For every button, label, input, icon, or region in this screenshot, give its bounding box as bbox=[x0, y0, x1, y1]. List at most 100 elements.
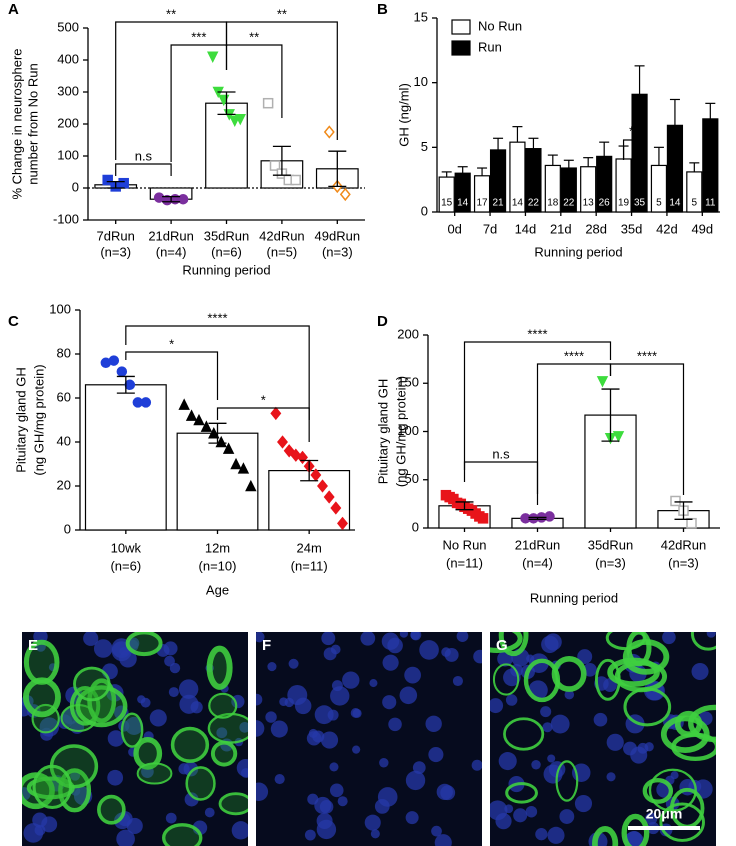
y-axis-label: Pituitary gland GH bbox=[13, 367, 28, 473]
panel-label: D bbox=[377, 313, 388, 330]
cell-stain bbox=[22, 677, 61, 718]
panel-label: G bbox=[496, 637, 508, 654]
nucleus bbox=[126, 817, 143, 835]
y-tick-label: 100 bbox=[57, 147, 79, 162]
bracket bbox=[225, 21, 338, 140]
cell-stain bbox=[523, 658, 561, 703]
cell-stain bbox=[75, 685, 128, 728]
nucleus bbox=[165, 812, 177, 824]
nucleus bbox=[83, 632, 99, 646]
count-label: 22 bbox=[563, 198, 575, 209]
nucleus bbox=[441, 647, 451, 657]
nucleus bbox=[525, 805, 538, 818]
y-tick-label: 150 bbox=[397, 375, 419, 390]
x-tick-label: 10wk bbox=[111, 540, 142, 555]
nucleus bbox=[256, 720, 265, 737]
nucleus bbox=[304, 829, 316, 841]
cell-stain bbox=[688, 704, 716, 743]
nucleus bbox=[329, 762, 339, 772]
nucleus bbox=[382, 654, 399, 671]
cell-stain bbox=[648, 768, 697, 812]
nucleus bbox=[231, 821, 248, 840]
x-tick-label: 35dRun bbox=[588, 537, 634, 552]
nucleus bbox=[382, 695, 397, 710]
nucleus bbox=[323, 647, 337, 661]
bracket bbox=[125, 325, 310, 420]
error-bar bbox=[457, 166, 468, 174]
y-tick-label: 60 bbox=[57, 389, 71, 404]
bracket bbox=[115, 163, 172, 176]
cell-stain bbox=[490, 632, 523, 653]
data-point bbox=[116, 366, 128, 377]
nucleus bbox=[240, 768, 248, 778]
data-point bbox=[596, 376, 609, 388]
nucleus bbox=[623, 741, 637, 756]
legend-swatch bbox=[451, 19, 471, 35]
data-point bbox=[207, 51, 219, 63]
bracket bbox=[463, 341, 612, 470]
nucleus bbox=[288, 658, 299, 669]
nucleus bbox=[239, 721, 248, 733]
sample-size: (n=6) bbox=[211, 244, 242, 259]
count-label: 15 bbox=[441, 198, 453, 209]
x-tick-label: 14d bbox=[515, 221, 537, 236]
panel-label: A bbox=[8, 1, 19, 18]
nucleus bbox=[342, 671, 360, 689]
cell-stain bbox=[503, 717, 545, 751]
bracket bbox=[463, 461, 539, 494]
error-bar bbox=[674, 501, 693, 520]
nucleus bbox=[645, 812, 658, 825]
bar bbox=[686, 171, 703, 213]
data-point bbox=[337, 516, 348, 531]
x-tick-label: 12m bbox=[205, 540, 230, 555]
count-label: 14 bbox=[512, 198, 524, 209]
bar bbox=[438, 176, 455, 213]
nucleus bbox=[125, 716, 144, 735]
data-point bbox=[262, 97, 274, 109]
legend-label: Run bbox=[478, 39, 502, 54]
nucleus bbox=[116, 829, 135, 846]
error-bar bbox=[547, 154, 558, 166]
bracket bbox=[225, 44, 283, 118]
y-tick-label: 40 bbox=[57, 433, 71, 448]
count-label: 14 bbox=[457, 198, 469, 209]
nucleus bbox=[314, 705, 334, 725]
significance: **** bbox=[637, 348, 657, 363]
cell-stain bbox=[659, 802, 705, 842]
error-bar bbox=[208, 422, 227, 444]
cell-stain bbox=[592, 826, 619, 846]
nucleus bbox=[168, 687, 179, 698]
nucleus bbox=[405, 811, 419, 825]
y-tick-label: 80 bbox=[57, 345, 71, 360]
nucleus bbox=[256, 693, 263, 706]
nucleus bbox=[505, 694, 518, 706]
x-tick-label: 0d bbox=[447, 221, 461, 236]
nucleus bbox=[267, 661, 277, 672]
nucleus bbox=[434, 834, 452, 846]
cell-stain bbox=[32, 764, 73, 810]
nucleus bbox=[691, 662, 709, 681]
cell-stain bbox=[170, 726, 210, 763]
error-bar bbox=[217, 91, 236, 116]
cell-stain bbox=[207, 712, 248, 744]
micrograph bbox=[256, 632, 482, 846]
significance: n.s bbox=[492, 446, 510, 461]
data-point bbox=[544, 511, 555, 522]
error-bar bbox=[106, 180, 125, 189]
micrograph bbox=[22, 632, 248, 846]
cell-stain bbox=[206, 645, 233, 690]
nucleus bbox=[547, 826, 565, 844]
y-axis-label: Pituitary gland GH bbox=[375, 379, 390, 485]
significance: * bbox=[169, 336, 174, 351]
cell-stain bbox=[551, 655, 587, 692]
y-tick-label: 10 bbox=[414, 74, 428, 89]
nucleus bbox=[625, 830, 643, 846]
data-point bbox=[177, 193, 189, 205]
y-tick-label: -100 bbox=[53, 211, 79, 226]
nucleus bbox=[564, 689, 575, 700]
x-tick-label: 42dRun bbox=[259, 228, 305, 243]
significance: ** bbox=[166, 6, 176, 21]
x-tick-label: 28d bbox=[585, 221, 607, 236]
x-tick-label: 21d bbox=[550, 221, 572, 236]
nucleus bbox=[316, 819, 337, 840]
